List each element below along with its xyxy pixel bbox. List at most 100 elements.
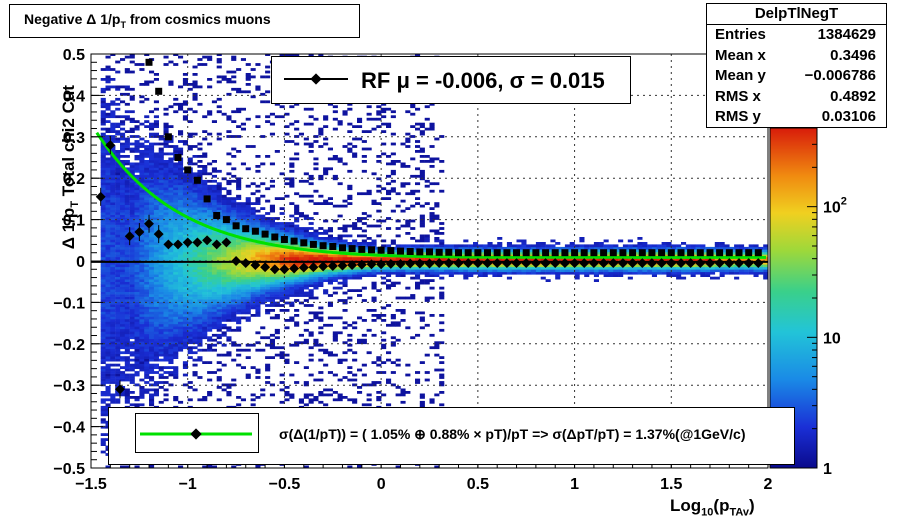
heatmap-cell <box>192 197 198 200</box>
heatmap-cell <box>192 65 198 69</box>
heatmap-cell <box>192 338 198 342</box>
heatmap-cell <box>245 299 251 302</box>
heatmap-cell <box>120 366 126 369</box>
heatmap-cell <box>211 202 217 205</box>
heatmap-cell <box>366 309 372 312</box>
heatmap-cell <box>250 269 256 273</box>
heatmap-cell <box>371 244 377 248</box>
heatmap-cell <box>318 127 324 131</box>
heatmap-cell <box>173 177 179 181</box>
heatmap-cell <box>323 256 329 260</box>
heatmap-cell <box>115 321 121 325</box>
heatmap-cell <box>100 425 106 429</box>
heatmap-cell <box>168 261 174 265</box>
heatmap-cell <box>197 251 203 255</box>
heatmap-cell <box>274 251 280 255</box>
heatmap-cell <box>139 187 145 191</box>
heatmap-cell <box>124 256 130 260</box>
heatmap-cell <box>144 239 150 243</box>
heatmap-cell <box>221 261 227 265</box>
heatmap-cell <box>260 274 266 277</box>
heatmap-cell <box>105 87 111 91</box>
heatmap-cell <box>221 289 227 292</box>
heatmap-cell <box>405 266 411 270</box>
heatmap-cell <box>187 222 193 225</box>
heatmap-cell <box>144 291 150 295</box>
heatmap-cell <box>294 361 300 364</box>
heatmap-cell <box>129 306 135 310</box>
heatmap-cell <box>415 311 421 315</box>
heatmap-cell <box>347 194 353 198</box>
heatmap-cell <box>144 115 150 119</box>
heatmap-cell <box>197 321 203 325</box>
heatmap-cell <box>424 299 430 302</box>
heatmap-cell <box>187 182 193 186</box>
heatmap-cell <box>163 199 169 203</box>
heatmap-cell <box>163 336 169 340</box>
heatmap-cell <box>178 214 184 218</box>
heatmap-cell <box>308 319 314 322</box>
heatmap-cell <box>168 256 174 260</box>
heatmap-cell <box>153 224 159 228</box>
heatmap-cell <box>168 358 174 362</box>
heatmap-cell <box>139 289 145 292</box>
heatmap-cell <box>105 341 111 345</box>
heatmap-cell <box>139 155 145 158</box>
heatmap-cell <box>129 184 135 188</box>
heatmap-cell <box>265 237 271 240</box>
heatmap-cell <box>144 296 150 300</box>
heatmap-cell <box>110 281 116 285</box>
heatmap-cell <box>197 254 203 258</box>
heatmap-cell <box>415 381 421 384</box>
heatmap-cell <box>173 212 179 215</box>
heatmap-cell <box>149 169 155 173</box>
heatmap-cell <box>207 184 213 188</box>
heatmap-cell <box>105 291 111 295</box>
heatmap-cell <box>144 326 150 330</box>
heatmap-cell <box>265 291 271 295</box>
heatmap-cell <box>390 314 396 317</box>
heatmap-cell <box>192 274 198 277</box>
heatmap-cell <box>115 254 121 258</box>
heatmap-cell <box>178 234 184 238</box>
heatmap-cell <box>187 398 193 402</box>
heatmap-cell <box>357 266 363 270</box>
heatmap-cell <box>139 197 145 200</box>
heatmap-cell <box>134 125 140 128</box>
heatmap-cell <box>347 274 353 277</box>
heatmap-cell <box>173 351 179 355</box>
heatmap-cell <box>182 336 188 340</box>
heatmap-cell <box>216 187 222 191</box>
heatmap-cell <box>120 249 126 253</box>
heatmap-cell <box>178 343 184 347</box>
heatmap-cell <box>192 209 198 213</box>
heatmap-cell <box>289 122 295 126</box>
heatmap-cell <box>178 197 184 200</box>
heatmap-cell <box>105 281 111 285</box>
heatmap-cell <box>110 68 116 71</box>
heatmap-cell <box>240 90 246 94</box>
heatmap-cell <box>337 398 343 402</box>
heatmap-cell <box>202 246 208 250</box>
heatmap-cell <box>415 269 421 273</box>
heatmap-cell <box>347 465 353 468</box>
heatmap-cell <box>327 254 333 258</box>
heatmap-cell <box>192 261 198 265</box>
heatmap-cell <box>182 222 188 225</box>
heatmap-cell <box>182 80 188 84</box>
heatmap-cell <box>120 326 126 330</box>
heatmap-cell <box>149 249 155 253</box>
heatmap-cell <box>153 244 159 248</box>
heatmap-cell <box>424 256 430 260</box>
heatmap-cell <box>337 396 343 399</box>
heatmap-cell <box>192 155 198 158</box>
heatmap-cell <box>105 107 111 111</box>
heatmap-cell <box>357 269 363 273</box>
heatmap-cell <box>129 381 135 384</box>
heatmap-cell <box>110 353 116 357</box>
heatmap-cell <box>226 284 232 287</box>
heatmap-cell <box>308 276 314 280</box>
heatmap-cell <box>178 274 184 277</box>
heatmap-cell <box>274 256 280 260</box>
heatmap-cell <box>434 229 440 233</box>
